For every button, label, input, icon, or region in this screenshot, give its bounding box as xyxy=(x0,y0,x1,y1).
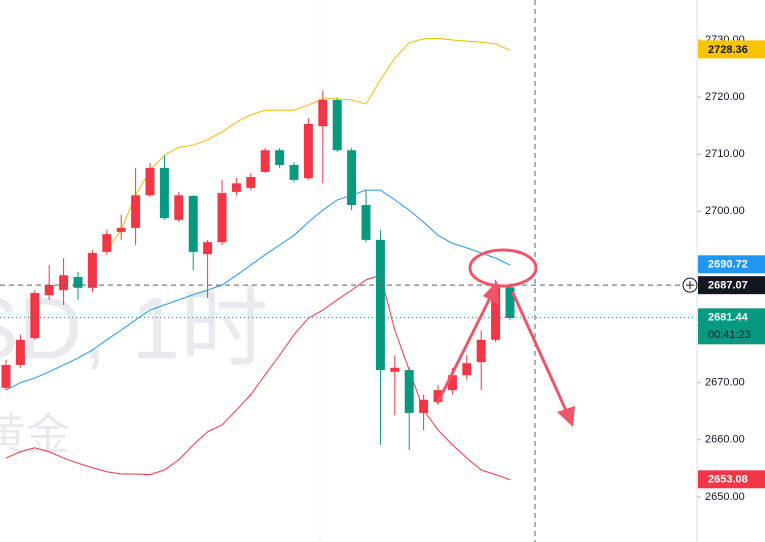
candle-body xyxy=(505,287,515,319)
price-label-box xyxy=(698,255,765,274)
y-tick-label: 2720.00 xyxy=(705,91,745,103)
candle-body xyxy=(59,275,69,291)
candle-body xyxy=(145,167,155,196)
down-arrowhead xyxy=(557,406,575,427)
candle-body xyxy=(1,364,11,388)
price-label: 2681.44 xyxy=(708,312,749,324)
up-arrowhead xyxy=(483,281,499,305)
band-line xyxy=(5,189,511,391)
price-label-box xyxy=(698,470,765,489)
candle-body xyxy=(462,363,472,376)
candle-body xyxy=(116,227,126,232)
candle-body xyxy=(87,253,97,288)
candle-body xyxy=(73,276,83,288)
band-line xyxy=(5,274,511,481)
candle-body xyxy=(447,375,457,391)
y-tick-label: 2660.00 xyxy=(705,434,745,446)
candle-body xyxy=(318,99,328,127)
annotations xyxy=(436,248,575,427)
candle-body xyxy=(275,150,285,166)
band-line xyxy=(106,37,511,251)
candle-body xyxy=(44,284,54,296)
price-label: 2728.36 xyxy=(708,44,748,56)
candle-body xyxy=(404,370,414,413)
crosshair-add-plus xyxy=(686,281,694,290)
crosshair-label: 2687.07 xyxy=(708,280,748,292)
candle-body xyxy=(390,367,400,372)
candle-body xyxy=(375,239,385,371)
price-label-box xyxy=(698,308,765,345)
candle-body xyxy=(246,177,256,188)
price-axis-labels: 2650.002660.002670.002680.002690.002700.… xyxy=(697,34,765,503)
candle-body xyxy=(289,165,299,180)
watermark-symbol: SD, 1时 xyxy=(0,278,268,377)
candle-body xyxy=(131,195,141,228)
down-arrow xyxy=(511,291,570,417)
candle-body xyxy=(303,123,313,179)
candle-body xyxy=(347,150,357,206)
candle-body xyxy=(102,234,112,252)
candle-body xyxy=(491,287,501,340)
price-label: 2653.08 xyxy=(708,474,748,486)
y-tick-label: 2670.00 xyxy=(705,377,745,389)
highlight-ellipse xyxy=(468,248,538,288)
y-tick-label: 2650.00 xyxy=(705,491,745,503)
candle-body xyxy=(476,339,486,363)
candle-body xyxy=(332,99,342,151)
y-tick-label: 2710.00 xyxy=(705,148,745,160)
candle-body xyxy=(361,205,371,240)
candle-body xyxy=(217,193,227,243)
candle-body xyxy=(15,339,25,365)
candle-body xyxy=(30,292,40,339)
plot-area xyxy=(0,37,697,481)
candle-body xyxy=(260,150,270,172)
candle-body xyxy=(174,195,184,220)
crosshair-label-box xyxy=(698,276,765,295)
candle-body xyxy=(203,242,213,255)
price-label: 2690.72 xyxy=(708,259,748,271)
candle-body xyxy=(231,183,241,192)
up-arrow xyxy=(436,290,495,404)
y-tick-label: 2700.00 xyxy=(705,205,745,217)
candle-body xyxy=(159,167,169,219)
candle-body xyxy=(419,399,429,413)
candle-body xyxy=(433,390,443,403)
candle-body xyxy=(188,195,198,252)
countdown: 00:41:23 xyxy=(708,329,751,341)
watermark-name: 黄金 xyxy=(0,411,70,460)
price-label-box xyxy=(698,40,765,59)
